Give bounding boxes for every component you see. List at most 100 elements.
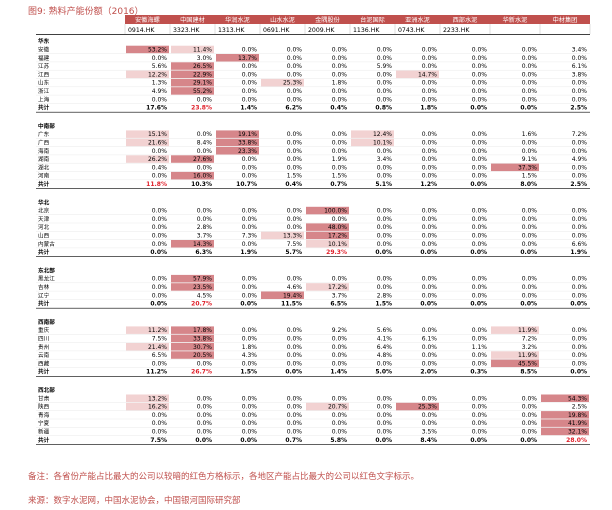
share-value: 2.8% (197, 224, 213, 231)
share-value: 0.0% (377, 71, 393, 78)
share-value: 0.0% (332, 164, 348, 171)
share-value: 0.0% (522, 140, 538, 147)
share-value: 0.0% (242, 404, 258, 411)
share-value: 0.0% (472, 412, 488, 419)
region-total-value: 0.0% (195, 437, 212, 444)
share-value: 0.0% (287, 276, 303, 283)
share-value: 0.0% (422, 63, 438, 70)
share-value: 0.0% (572, 233, 588, 240)
region-total-value: 8.0% (520, 181, 537, 188)
share-cell-fill (491, 359, 539, 368)
share-value: 0.0% (522, 276, 538, 283)
province-name: 四川 (38, 336, 49, 343)
province-name: 内蒙古 (38, 240, 55, 248)
share-value: 26.2% (148, 156, 167, 163)
share-value: 0.0% (287, 224, 303, 231)
region-name: 中南部 (38, 122, 55, 130)
share-value: 0.0% (332, 88, 348, 95)
share-value: 0.0% (422, 173, 438, 180)
company-name: 中材集团 (553, 16, 578, 24)
share-value: 0.0% (422, 344, 438, 351)
share-value: 0.0% (422, 292, 438, 299)
share-value: 0.0% (197, 395, 213, 402)
share-value: 3.7% (197, 233, 213, 240)
share-cell-fill (171, 87, 214, 95)
company-name: 台泥国际 (360, 16, 385, 24)
share-value: 0.0% (572, 148, 588, 155)
share-value: 0.0% (522, 429, 538, 436)
share-value: 0.0% (377, 164, 393, 171)
share-value: 3.4% (572, 47, 588, 54)
share-value: 0.0% (422, 96, 438, 103)
region-name: 东北部 (38, 266, 55, 274)
share-value: 30.7% (193, 344, 212, 351)
share-value: 0.0% (197, 412, 213, 419)
region-total-value: 0.4% (330, 105, 347, 112)
share-cell-fill (351, 130, 394, 138)
share-value: 0.0% (242, 336, 258, 343)
region-total-value: 1.5% (240, 369, 257, 376)
share-value: 0.0% (422, 224, 438, 231)
share-value: 0.0% (242, 47, 258, 54)
share-value: 0.0% (287, 131, 303, 138)
share-value: 0.0% (242, 208, 258, 215)
province-name: 浙江 (38, 87, 50, 95)
share-value: 0.0% (572, 80, 588, 87)
share-value: 0.0% (197, 131, 213, 138)
company-name: 山水水泥 (270, 16, 295, 24)
share-value: 0.0% (152, 284, 168, 291)
share-value: 7.5% (287, 241, 303, 248)
share-value: 0.0% (422, 47, 438, 54)
region-name: 华东 (38, 37, 50, 45)
region-total-value: 11.5% (281, 301, 302, 308)
share-value: 0.0% (332, 140, 348, 147)
share-value: 0.0% (197, 148, 213, 155)
share-value: 0.0% (472, 173, 488, 180)
share-value: 13.7% (238, 55, 257, 62)
share-value: 0.0% (572, 164, 588, 171)
region-total-value: 0.8% (375, 105, 392, 112)
share-value: 0.0% (152, 148, 168, 155)
share-value: 0.0% (422, 420, 438, 427)
share-value: 10.1% (373, 140, 392, 147)
share-value: 0.0% (152, 96, 168, 103)
province-name: 山东 (38, 79, 50, 87)
share-cell-fill (171, 70, 214, 79)
share-value: 2.8% (377, 292, 393, 299)
share-value: 0.0% (332, 420, 348, 427)
share-cell-fill (126, 343, 169, 351)
region-total-value: 0.0% (470, 181, 487, 188)
share-value: 19.1% (238, 131, 257, 138)
province-name: 西藏 (38, 359, 50, 367)
share-value: 5.6% (152, 63, 168, 70)
share-value: 1.8% (242, 344, 258, 351)
share-value: 7.3% (242, 233, 258, 240)
share-value: 0.0% (152, 216, 168, 223)
share-value: 0.0% (472, 336, 488, 343)
region-total-value: 0.4% (285, 181, 302, 188)
share-value: 0.0% (522, 88, 538, 95)
region-total-value: 11.2% (146, 369, 167, 376)
share-value: 14.7% (418, 71, 437, 78)
share-value: 15.1% (148, 131, 167, 138)
province-name: 河北 (38, 223, 50, 231)
share-value: 0.0% (472, 63, 488, 70)
share-value: 13.3% (283, 233, 302, 240)
share-value: 0.0% (522, 63, 538, 70)
region-total-value: 0.0% (520, 437, 537, 444)
share-value: 0.0% (242, 164, 258, 171)
share-value: 0.0% (242, 173, 258, 180)
share-value: 0.0% (287, 47, 303, 54)
share-value: 0.0% (522, 395, 538, 402)
province-name: 河南 (38, 172, 50, 180)
share-cell-fill (126, 138, 169, 147)
share-value: 0.0% (472, 208, 488, 215)
share-cell-fill (171, 334, 214, 343)
region-name: 西北部 (38, 386, 55, 394)
share-value: 1.8% (332, 80, 348, 87)
province-name: 湖北 (38, 163, 50, 171)
share-value: 0.0% (522, 96, 538, 103)
share-value: 0.0% (377, 276, 393, 283)
region-total-value: 1.4% (330, 369, 347, 376)
share-value: 0.0% (377, 420, 393, 427)
